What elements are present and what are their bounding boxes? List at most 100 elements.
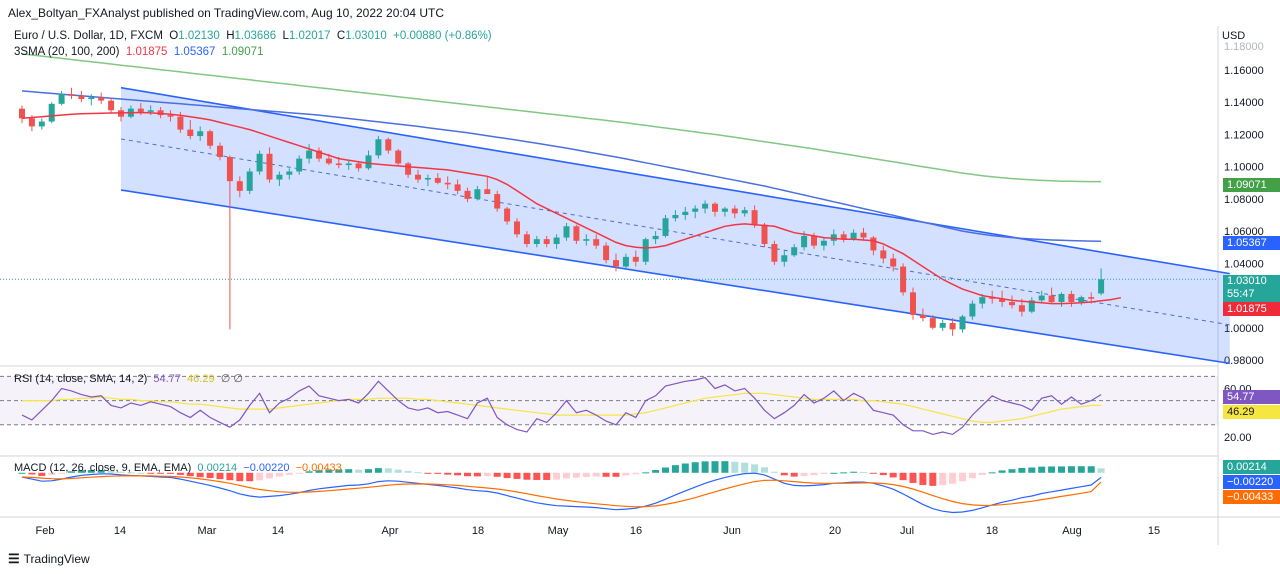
macd-histogram-bar [543, 472, 551, 480]
macd-histogram-bar [533, 472, 541, 480]
rsi-line [21, 376, 1102, 436]
macd-histogram-bar [959, 472, 966, 482]
macd-histogram-bar [1067, 466, 1075, 473]
price-tick-label: 1.14000 [1224, 97, 1264, 109]
macd-histogram-bar [157, 472, 165, 474]
macd-histogram-bar [1028, 467, 1036, 473]
open-label: O [169, 30, 179, 42]
symbol-label[interactable]: Euro / U.S. Dollar, 1D, FXCM [14, 30, 163, 42]
candle-body [405, 163, 412, 175]
currency-label: USD [1222, 30, 1246, 42]
time-axis-label: 16 [630, 525, 642, 537]
macd-histogram-bar [206, 472, 214, 479]
candle-body [880, 250, 887, 259]
macd-histogram-bar [414, 472, 422, 474]
candle-body [365, 155, 372, 169]
tradingview-footer[interactable]: ☰ TradingView [8, 551, 90, 567]
macd-hist-value: 0.00214 [197, 462, 238, 474]
candle-body [989, 297, 996, 299]
macd-histogram-bar [404, 471, 412, 473]
tradingview-logo-icon: ☰ [8, 551, 20, 566]
rsi-legend[interactable]: RSI (14, close, SMA, 14, 2) 54.77 46.29 … [14, 372, 243, 385]
sma20-price-tag: 1.01875 [1223, 302, 1280, 316]
macd-histogram-bar [295, 472, 303, 474]
candle-body [721, 208, 728, 212]
candle-body [395, 150, 402, 164]
rsi-tick-label: 20.00 [1224, 432, 1252, 444]
sma-legend[interactable]: 3SMA (20, 100, 200) 1.01875 1.05367 1.09… [14, 46, 263, 58]
macd-histogram-bar [285, 472, 293, 475]
ohlc-legend: Euro / U.S. Dollar, 1D, FXCM O1.02130 H1… [14, 30, 492, 42]
rsi-ma-value: 46.29 [187, 373, 215, 385]
macd-histogram-bar [1077, 466, 1085, 473]
macd-histogram-bar [1008, 469, 1016, 473]
macd-histogram-bar [592, 472, 600, 477]
candle-body [543, 239, 550, 244]
candle-body [563, 226, 570, 238]
candle-body [1058, 293, 1065, 302]
candle-body [68, 94, 75, 96]
change-value: +0.00880 (+0.86%) [393, 30, 492, 42]
macd-histogram-bar [563, 472, 570, 479]
macd-histogram-bar [87, 470, 95, 473]
candle-body [98, 97, 105, 101]
candle-body [919, 314, 926, 319]
macd-histogram-bar [216, 472, 224, 480]
sma200-value: 1.09071 [221, 46, 264, 58]
macd-histogram-bar [434, 472, 442, 474]
macd-histogram-bar [761, 467, 768, 473]
candle-body [514, 221, 520, 235]
candle-body [197, 131, 204, 137]
macd-histogram-bar [572, 472, 580, 478]
macd-histogram-bar [701, 461, 709, 473]
macd-histogram-bar [622, 472, 630, 476]
macd-histogram-bar [58, 472, 66, 474]
candle-body [494, 194, 501, 209]
candle-body [226, 157, 233, 182]
macd-histogram-bar [1058, 466, 1065, 473]
sma100-price-tag: 1.05367 [1223, 236, 1280, 250]
macd-histogram-bar [978, 472, 986, 476]
macd-histogram-bar [869, 472, 877, 474]
candle-body [1048, 295, 1055, 302]
macd-histogram-bar [473, 472, 481, 477]
candle-body [850, 232, 857, 240]
macd-histogram-bar [513, 472, 521, 479]
candle-body [58, 94, 65, 104]
candle-body [523, 234, 530, 244]
macd-histogram-bar [582, 472, 590, 477]
macd-histogram-bar [365, 469, 372, 473]
macd-histogram-bar [444, 472, 452, 475]
high-label: H [226, 30, 235, 42]
candle-body [692, 208, 699, 212]
macd-histogram-bar [850, 471, 858, 473]
macd-histogram-bar [1087, 466, 1095, 473]
candle-body [1088, 297, 1095, 299]
candle-body [820, 240, 827, 246]
macd-histogram-bar [147, 472, 155, 474]
candle-body [632, 256, 639, 262]
macd-histogram-bar [127, 472, 135, 474]
candle-body [840, 234, 847, 240]
macd-signal-value: −0.00433 [295, 462, 342, 474]
macd-histogram-bar [523, 472, 531, 480]
macd-line [21, 472, 1102, 514]
macd-histogram-bar [919, 472, 927, 486]
macd-histogram-bar [137, 472, 145, 474]
rsi-axis-tag: 54.77 [1223, 390, 1280, 404]
macd-histogram-bar [909, 472, 917, 483]
macd-histogram-bar [28, 472, 36, 475]
macd-legend[interactable]: MACD (12, 26, close, 9, EMA, EMA) 0.0021… [14, 462, 342, 474]
countdown-text: 55:47 [1227, 288, 1255, 300]
macd-histogram-bar [998, 470, 1006, 473]
sma20-line [21, 111, 1122, 305]
price-tick-label: 1.16000 [1224, 65, 1264, 77]
price-tick-label: 0.98000 [1224, 355, 1264, 367]
macd-histogram-bar [454, 472, 462, 476]
macd-histogram-bar [691, 462, 699, 473]
macd-histogram-bar [840, 472, 848, 474]
candle-body [761, 224, 768, 244]
candle-body [860, 232, 867, 238]
candle-body [177, 116, 184, 130]
